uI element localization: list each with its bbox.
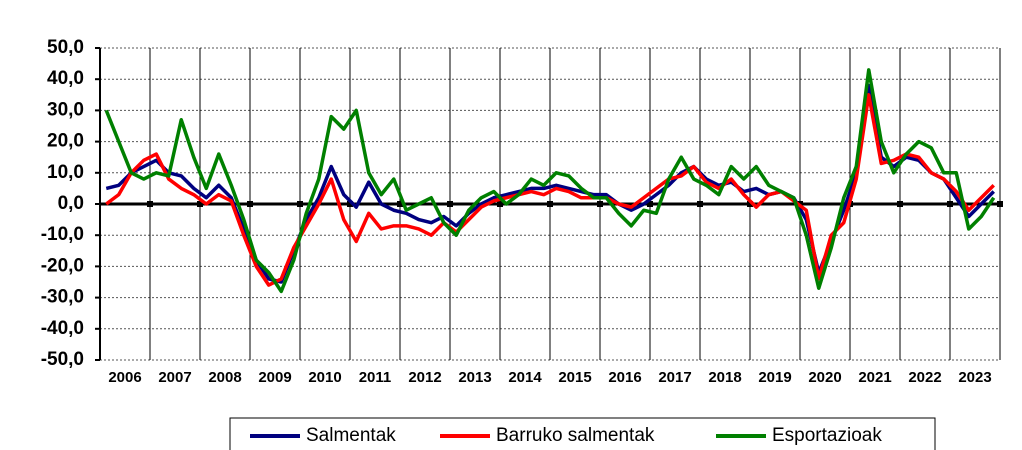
x-tick-label: 2010: [308, 369, 341, 386]
x-tick-label: 2018: [708, 369, 741, 386]
y-tick-label: -30,0: [41, 287, 84, 308]
x-tick-label: 2015: [558, 369, 591, 386]
y-tick-label: -10,0: [41, 224, 84, 245]
x-tick-label: 2020: [808, 369, 841, 386]
legend-label: Salmentak: [306, 425, 396, 446]
y-tick-label: -40,0: [41, 318, 84, 339]
y-tick-label: 10,0: [47, 162, 84, 183]
y-tick-label: 30,0: [47, 99, 84, 120]
x-tick-label: 2008: [208, 369, 241, 386]
x-tick-label: 2021: [858, 369, 891, 386]
x-tick-label: 2013: [458, 369, 491, 386]
x-tick-label: 2023: [958, 369, 991, 386]
legend-label: Esportazioak: [772, 425, 882, 446]
x-tick-label: 2006: [108, 369, 141, 386]
legend-label: Barruko salmentak: [496, 425, 655, 446]
x-tick-label: 2014: [508, 369, 542, 386]
y-tick-label: -50,0: [41, 349, 84, 370]
x-tick-label: 2022: [908, 369, 941, 386]
series-line: [105, 93, 995, 287]
y-tick-label: 40,0: [47, 68, 84, 89]
x-tick-label: 2016: [608, 369, 641, 386]
x-tick-label: 2012: [408, 369, 441, 386]
x-tick-label: 2017: [658, 369, 691, 386]
x-tick-label: 2019: [758, 369, 791, 386]
x-tick-label: 2009: [258, 369, 291, 386]
y-tick-label: 0,0: [58, 193, 84, 214]
y-tick-label: 20,0: [47, 131, 84, 152]
series-line: [104, 68, 996, 294]
y-tick-label: 50,0: [47, 37, 84, 58]
legend-box: [229, 417, 936, 450]
x-tick-label: 2007: [158, 369, 191, 386]
y-tick-label: -20,0: [41, 255, 84, 276]
x-tick-label: 2011: [359, 369, 392, 386]
